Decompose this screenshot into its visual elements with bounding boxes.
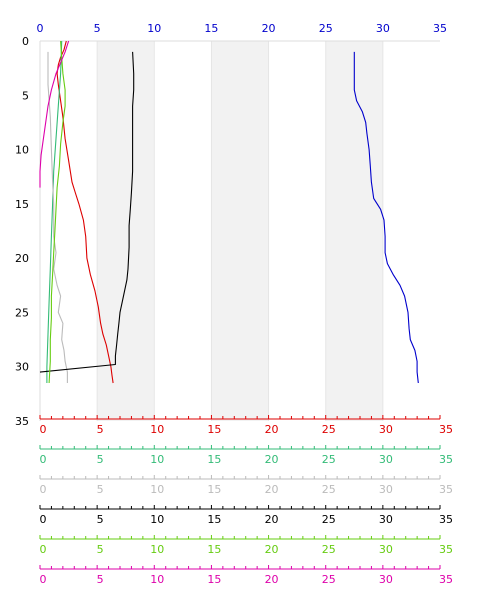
axis-lightgreen: 0 5 10 15 20 25 30 35	[39, 535, 453, 556]
band-2	[325, 41, 383, 421]
depth-tick-label: 0	[22, 35, 29, 48]
axis-red: 0 5 10 15 20 25 30 35	[39, 415, 453, 436]
axis-tick-label-magenta: 20	[265, 573, 279, 586]
axis-tick-label-mediumgreen: 15	[207, 453, 221, 466]
axis-tick-label-red: 10	[150, 423, 164, 436]
band-1	[211, 41, 269, 421]
top-axis-tick-label: 5	[94, 22, 101, 35]
plot-frame	[39, 40, 440, 421]
axis-tick-label-lightgreen: 25	[322, 543, 336, 556]
depth-tick-label: 5	[22, 89, 29, 102]
axis-tick-label-gray: 25	[322, 483, 336, 496]
axis-tick-label-lightgreen: 10	[150, 543, 164, 556]
axis-tick-label-magenta: 0	[40, 573, 47, 586]
depth-tick-label: 10	[15, 144, 29, 157]
axis-tick-label-black: 0	[40, 513, 47, 526]
depth-tick-label: 30	[15, 361, 29, 374]
depth-tick-label: 15	[15, 198, 29, 211]
axis-tick-label-black: 35	[439, 513, 453, 526]
series-line-blue	[353, 51, 419, 384]
top-axis-tick-label: 10	[147, 22, 161, 35]
axis-tick-label-lightgreen: 30	[379, 543, 393, 556]
axis-tick-label-magenta: 25	[322, 573, 336, 586]
axis-tick-label-mediumgreen: 0	[40, 453, 47, 466]
axis-tick-label-gray: 30	[379, 483, 393, 496]
depth-axis: 0 5 10 15 20 25 30 35	[15, 35, 29, 428]
background-bands	[97, 41, 383, 421]
axis-tick-label-mediumgreen: 35	[439, 453, 453, 466]
axis-tick-label-red: 30	[379, 423, 393, 436]
axis-tick-label-lightgreen: 5	[97, 543, 104, 556]
top-axis-tick-label: 30	[376, 22, 390, 35]
axis-magenta: 0 5 10 15 20 25 30 35	[39, 565, 453, 586]
depth-tick-label: 25	[15, 306, 29, 319]
axis-tick-label-gray: 20	[265, 483, 279, 496]
axis-tick-label-magenta: 15	[207, 573, 221, 586]
top-axis-tick-label: 20	[262, 22, 276, 35]
axis-tick-label-red: 35	[439, 423, 453, 436]
series-line-mediumgreen	[46, 40, 63, 383]
axis-tick-label-lightgreen: 0	[40, 543, 47, 556]
top-axis-blue: 0 5 10 15 20 25 30 35	[37, 22, 448, 35]
axis-tick-label-magenta: 10	[150, 573, 164, 586]
axis-tick-label-gray: 5	[97, 483, 104, 496]
axis-tick-label-red: 0	[40, 423, 47, 436]
axis-tick-label-magenta: 35	[439, 573, 453, 586]
axis-tick-label-mediumgreen: 20	[265, 453, 279, 466]
axis-tick-label-lightgreen: 35	[439, 543, 453, 556]
axis-tick-label-lightgreen: 15	[207, 543, 221, 556]
series-lines	[39, 40, 419, 384]
series-line-black	[39, 51, 135, 373]
axis-tick-label-lightgreen: 20	[265, 543, 279, 556]
axis-tick-label-black: 20	[265, 513, 279, 526]
axis-tick-label-black: 5	[97, 513, 104, 526]
axis-tick-label-red: 25	[322, 423, 336, 436]
band-0	[97, 41, 155, 421]
axis-tick-label-mediumgreen: 5	[97, 453, 104, 466]
axis-tick-label-black: 25	[322, 513, 336, 526]
axis-tick-label-red: 5	[97, 423, 104, 436]
top-axis-tick-label: 0	[37, 22, 44, 35]
axis-tick-label-gray: 10	[150, 483, 164, 496]
axis-tick-label-red: 15	[207, 423, 221, 436]
axis-tick-label-black: 15	[207, 513, 221, 526]
gridlines	[96, 41, 384, 421]
top-axis-tick-label: 15	[204, 22, 218, 35]
depth-tick-label: 35	[15, 415, 29, 428]
axis-mediumgreen: 0 5 10 15 20 25 30 35	[39, 445, 453, 466]
axis-tick-label-mediumgreen: 25	[322, 453, 336, 466]
axis-gray: 0 5 10 15 20 25 30 35	[39, 475, 453, 496]
axis-tick-label-black: 10	[150, 513, 164, 526]
axis-tick-label-gray: 15	[207, 483, 221, 496]
top-axis-tick-label: 35	[433, 22, 447, 35]
axis-tick-label-black: 30	[379, 513, 393, 526]
axis-tick-label-red: 20	[265, 423, 279, 436]
axis-black: 0 5 10 15 20 25 30 35	[39, 505, 453, 526]
bottom-axes: 0 5 10 15 20 25 30 35 0 5 10 15 20 25 30 35 0 5 10 15 20 25 30…	[39, 415, 453, 586]
axis-tick-label-magenta: 30	[379, 573, 393, 586]
top-axis-tick-label: 25	[319, 22, 333, 35]
axis-tick-label-gray: 0	[40, 483, 47, 496]
axis-tick-label-mediumgreen: 10	[150, 453, 164, 466]
axis-tick-label-gray: 35	[439, 483, 453, 496]
depth-tick-label: 20	[15, 252, 29, 265]
series-line-red	[56, 40, 114, 384]
axis-tick-label-mediumgreen: 30	[379, 453, 393, 466]
axis-tick-label-magenta: 5	[97, 573, 104, 586]
series-line-lightgreen	[48, 40, 66, 384]
series-line-gray	[47, 51, 68, 383]
series-line-magenta	[39, 40, 70, 188]
